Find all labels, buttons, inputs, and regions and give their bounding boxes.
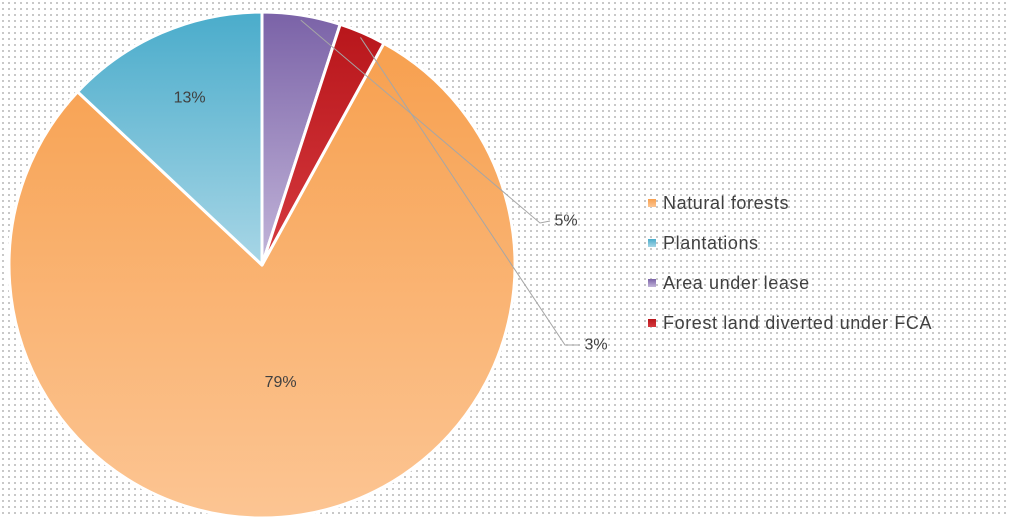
data-label-forest-land-diverted-under-fca: 3% xyxy=(584,337,607,354)
leader-lines xyxy=(300,19,580,346)
legend-item-area-under-lease: Area under lease xyxy=(648,273,810,293)
legend-label: Natural forests xyxy=(663,193,789,213)
slice-plantations xyxy=(76,10,264,267)
data-label-natural-forests: 79% xyxy=(265,374,297,391)
pie-slices xyxy=(7,10,517,517)
leader-line-forest-land-diverted-under-fca xyxy=(360,37,580,346)
slice-natural-forests xyxy=(7,41,517,517)
legend-swatch xyxy=(648,279,656,287)
slice-forest-land-diverted-under-fca xyxy=(260,22,386,267)
legend-item-natural-forests: Natural forests xyxy=(648,193,789,213)
legend-label: Area under lease xyxy=(663,273,810,293)
legend-swatch xyxy=(648,319,656,327)
legend-swatch xyxy=(648,199,656,207)
legend-label: Forest land diverted under FCA xyxy=(663,313,932,333)
data-label-plantations: 13% xyxy=(174,89,206,106)
data-labels: 79% 13% 5% 3% xyxy=(174,89,608,391)
legend-item-forest-land-diverted-under-fca: Forest land diverted under FCA xyxy=(648,313,932,333)
leader-line-area-under-lease xyxy=(300,19,551,224)
data-label-area-under-lease: 5% xyxy=(554,213,577,230)
legend-label: Plantations xyxy=(663,233,759,253)
legend-swatch xyxy=(648,239,656,247)
legend-item-plantations: Plantations xyxy=(648,233,759,253)
legend: Natural forests Plantations Area under lea… xyxy=(648,193,932,333)
